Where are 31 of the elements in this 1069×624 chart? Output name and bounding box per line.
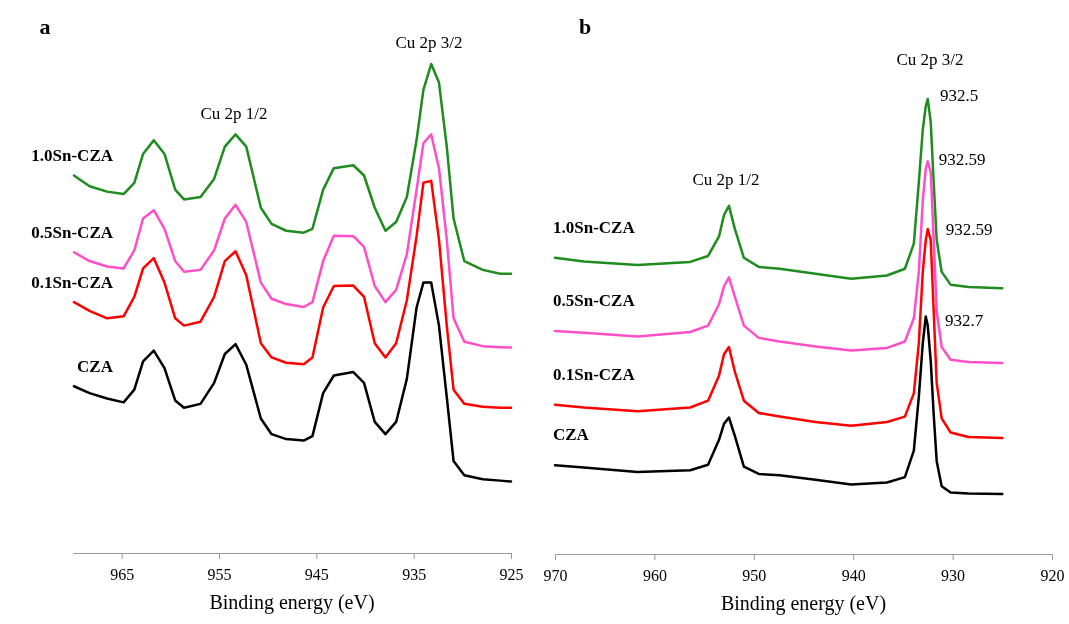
x-tick-label: 940 <box>841 566 866 584</box>
series-label: CZA <box>553 425 590 445</box>
chart-title: b <box>578 14 592 39</box>
x-tick-label: 955 <box>207 565 232 583</box>
annotation: 932.5 <box>939 85 979 105</box>
x-tick-label: 935 <box>402 565 427 583</box>
x-tick-label: 950 <box>742 566 767 584</box>
x-tick-label: 970 <box>543 566 568 584</box>
x-tick-label: 925 <box>499 565 524 583</box>
x-tick-label: 945 <box>304 565 329 583</box>
series-label: 0.1Sn-CZA <box>553 364 636 384</box>
series-label: 1.0Sn-CZA <box>31 146 114 166</box>
x-axis-title: Binding energy (eV) <box>209 591 375 614</box>
annotation: 932.7 <box>944 310 984 330</box>
annotation: 932.59 <box>938 149 986 169</box>
chart-title: a <box>39 14 51 39</box>
x-tick-label: 930 <box>941 566 966 584</box>
series-label: 1.0Sn-CZA <box>553 217 636 237</box>
text: Cu 2p 3/2 <box>896 49 964 69</box>
series-label: CZA <box>77 357 114 377</box>
annotation: 932.59 <box>945 219 993 239</box>
text: Cu 2p 3/2 <box>395 32 463 52</box>
x-tick-label: 960 <box>642 566 667 584</box>
series-label: 0.5Sn-CZA <box>31 223 114 243</box>
annotation: Cu 2p 1/2 <box>200 103 268 123</box>
series-label: 0.1Sn-CZA <box>31 273 114 293</box>
x-tick-label: 920 <box>1040 566 1065 584</box>
series-label: 0.5Sn-CZA <box>553 291 636 311</box>
x-axis-title: Binding energy (eV) <box>720 592 887 615</box>
annotation: Cu 2p 1/2 <box>692 169 760 189</box>
x-tick-label: 965 <box>110 565 135 583</box>
